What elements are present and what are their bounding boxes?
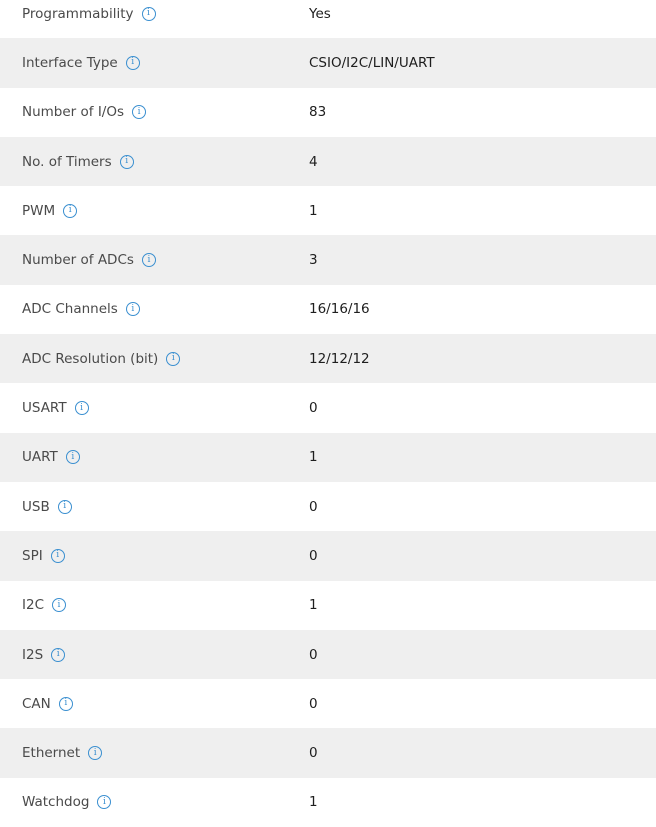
spec-label: PWM <box>22 202 56 219</box>
spec-value: 0 <box>309 745 318 762</box>
info-icon[interactable]: i <box>57 499 72 514</box>
info-icon[interactable]: i <box>141 6 156 21</box>
spec-row: Ethernet i 0 <box>0 728 656 778</box>
spec-label: ADC Resolution (bit) <box>22 350 159 367</box>
spec-label: CAN <box>22 695 51 712</box>
spec-row: Programmability i Yes <box>0 0 656 38</box>
spec-label-cell: CAN i <box>0 696 309 712</box>
spec-value: 0 <box>309 646 318 663</box>
spec-value: 83 <box>309 104 327 121</box>
spec-label-cell: ADC Channels i <box>0 301 309 317</box>
spec-value: 1 <box>309 597 318 614</box>
info-icon[interactable]: i <box>58 696 73 711</box>
spec-label-cell: No. of Timers i <box>0 154 309 170</box>
spec-row: Watchdog i 1 <box>0 778 656 827</box>
spec-label-cell: ADC Resolution (bit) i <box>0 351 309 367</box>
spec-label-cell: Ethernet i <box>0 745 309 761</box>
spec-label-cell: Programmability i <box>0 6 309 22</box>
spec-value: 16/16/16 <box>309 301 370 318</box>
spec-label-cell: I2S i <box>0 647 309 663</box>
spec-row: I2C i 1 <box>0 581 656 630</box>
info-icon[interactable]: i <box>132 105 147 120</box>
info-icon[interactable]: i <box>63 203 78 218</box>
info-icon[interactable]: i <box>141 253 156 268</box>
spec-value: Yes <box>309 5 331 22</box>
info-icon[interactable]: i <box>52 598 66 613</box>
spec-row: I2S i 0 <box>0 629 656 680</box>
spec-value: 0 <box>309 547 318 564</box>
spec-label: Programmability <box>22 5 134 22</box>
spec-row: No. of Timers i 4 <box>0 136 656 187</box>
spec-value: 1 <box>309 794 318 811</box>
spec-value: 12/12/12 <box>309 350 370 367</box>
spec-row: USB i 0 <box>0 482 656 531</box>
info-icon[interactable]: i <box>119 154 134 169</box>
spec-value: 3 <box>309 252 318 269</box>
spec-value: 1 <box>309 202 318 219</box>
spec-label: Watchdog <box>22 794 90 811</box>
spec-value: 0 <box>309 400 318 417</box>
spec-row: ADC Resolution (bit) i 12/12/12 <box>0 334 656 384</box>
spec-label: USART <box>22 400 67 417</box>
spec-label: Interface Type <box>22 54 118 71</box>
info-icon[interactable]: i <box>88 746 103 761</box>
spec-label-cell: USART i <box>0 400 309 416</box>
spec-label-cell: Watchdog i <box>0 794 309 810</box>
info-icon[interactable]: i <box>125 55 140 70</box>
spec-label-cell: USB i <box>0 499 309 515</box>
spec-value: 1 <box>309 449 318 466</box>
spec-label: Ethernet <box>22 745 81 762</box>
info-icon[interactable]: i <box>51 647 66 662</box>
spec-row: SPI i 0 <box>0 531 656 581</box>
spec-value: CSIO/I2C/LIN/UART <box>309 54 435 71</box>
spec-label: I2S <box>22 646 44 663</box>
spec-row: ADC Channels i 16/16/16 <box>0 285 656 334</box>
spec-label-cell: SPI i <box>0 548 309 564</box>
spec-label: Number of I/Os <box>22 104 125 121</box>
spec-value: 0 <box>309 498 318 515</box>
info-icon[interactable]: i <box>65 450 80 465</box>
spec-label-cell: UART i <box>0 449 309 465</box>
spec-row: Interface Type i CSIO/I2C/LIN/UART <box>0 38 656 88</box>
spec-row: UART i 1 <box>0 432 656 482</box>
spec-row: Number of ADCs i 3 <box>0 235 656 285</box>
spec-label: UART <box>22 449 58 466</box>
spec-row: Number of I/Os i 83 <box>0 88 656 137</box>
info-icon[interactable]: i <box>125 302 140 317</box>
info-icon[interactable]: i <box>74 401 89 416</box>
spec-value: 0 <box>309 695 318 712</box>
info-icon[interactable]: i <box>97 795 112 810</box>
spec-label-cell: PWM i <box>0 203 309 219</box>
info-icon[interactable]: i <box>166 351 181 366</box>
spec-label: No. of Timers <box>22 153 112 170</box>
info-icon[interactable]: i <box>50 548 65 563</box>
spec-row: USART i 0 <box>0 383 656 432</box>
spec-label: USB <box>22 498 50 515</box>
spec-row: PWM i 1 <box>0 186 656 235</box>
spec-label-cell: Number of I/Os i <box>0 104 309 120</box>
spec-label: Number of ADCs <box>22 252 134 269</box>
spec-label: I2C <box>22 597 44 614</box>
spec-value: 4 <box>309 153 318 170</box>
spec-label-cell: I2C i <box>0 597 309 613</box>
spec-label: SPI <box>22 547 43 564</box>
spec-label-cell: Number of ADCs i <box>0 252 309 268</box>
spec-label: ADC Channels <box>22 301 118 318</box>
spec-label-cell: Interface Type i <box>0 55 309 71</box>
spec-row: CAN i 0 <box>0 679 656 728</box>
